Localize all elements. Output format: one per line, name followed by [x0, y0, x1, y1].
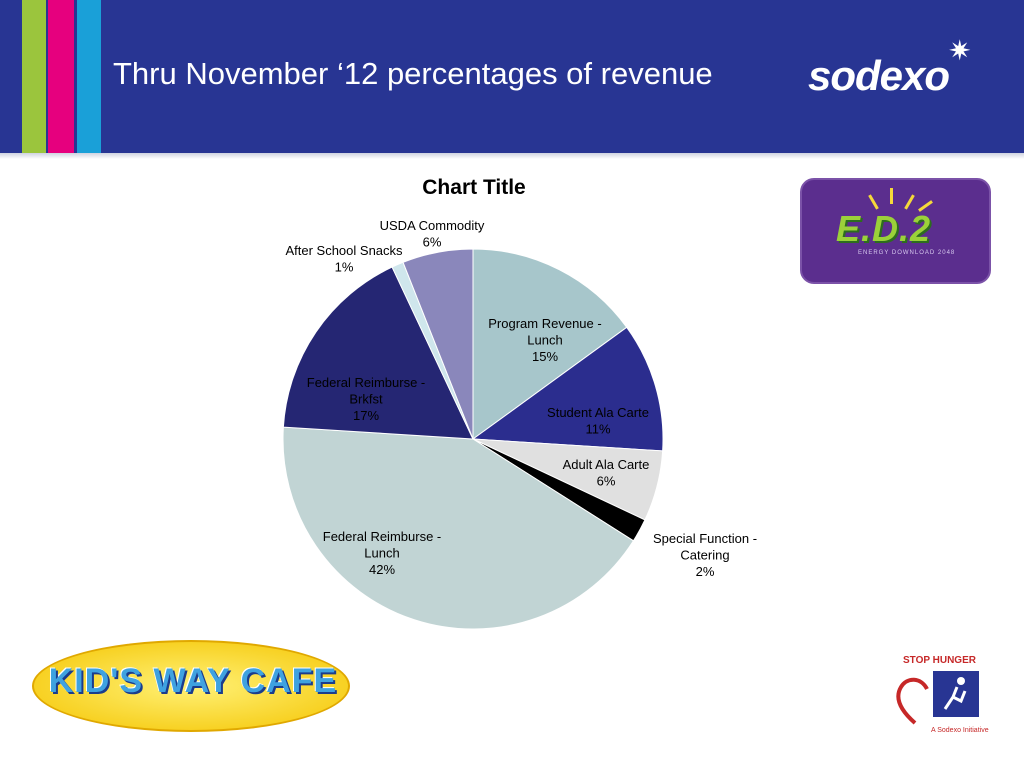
pie-slice-federal-reimburse-brkfst	[282, 266, 474, 440]
pie-slice-usda-commodity	[402, 248, 474, 440]
chart-title: Chart Title	[422, 176, 526, 199]
slice-label-usda-commodity: USDA Commodity 6%	[380, 218, 485, 250]
stop-hunger-title: STOP HUNGER	[903, 655, 976, 666]
kids-logo-text: KID'S WAY CAFE	[48, 662, 338, 700]
slide-title: Thru November ‘12 percentages of revenue	[113, 56, 713, 91]
ed2-logo: E.D.2 ENERGY DOWNLOAD 2048	[800, 178, 991, 284]
pie-slice-student-ala-carte	[471, 326, 664, 452]
slice-label-program-revenue-lunch: Program Revenue -Lunch 15%	[488, 316, 601, 364]
header-shadow	[0, 153, 1024, 159]
star-icon: ✷	[948, 35, 972, 66]
kids-logo-oval	[32, 640, 350, 732]
slice-label-adult-ala-carte: Adult Ala Carte 6%	[563, 457, 650, 489]
ed2-logo-subtext: ENERGY DOWNLOAD 2048	[858, 250, 956, 256]
blue-stripe	[77, 0, 101, 153]
slice-label-after-school-snacks: After School Snacks 1%	[285, 243, 403, 275]
slice-label-special-function-catering: Special Function -Catering 2%	[653, 531, 757, 579]
sodexo-logo: sodexo ✷	[808, 35, 988, 100]
kids-way-cafe-logo: KID'S WAY CAFE	[32, 640, 350, 732]
slice-label-federal-reimburse-lunch: Federal Reimburse -Lunch 42%	[323, 529, 442, 577]
pink-stripe	[48, 0, 74, 153]
green-stripe	[22, 0, 46, 153]
ed2-logo-text: E.D.2	[836, 208, 932, 249]
sodexo-wordmark: sodexo	[808, 52, 950, 99]
slide-header: Thru November ‘12 percentages of revenue…	[0, 0, 1024, 153]
slice-label-federal-reimburse-brkfst: Federal Reimburse -Brkfst 17%	[307, 375, 426, 423]
heart-icon	[896, 671, 979, 725]
pie-slice-federal-reimburse-lunch	[282, 426, 635, 630]
slice-label-student-ala-carte: Student Ala Carte 11%	[547, 405, 649, 437]
stop-hunger-logo: STOP HUNGER A Sodexo Initiative	[895, 655, 995, 740]
pie-slice-program-revenue-lunch	[472, 248, 628, 440]
stop-hunger-tagline: A Sodexo Initiative	[931, 727, 989, 734]
